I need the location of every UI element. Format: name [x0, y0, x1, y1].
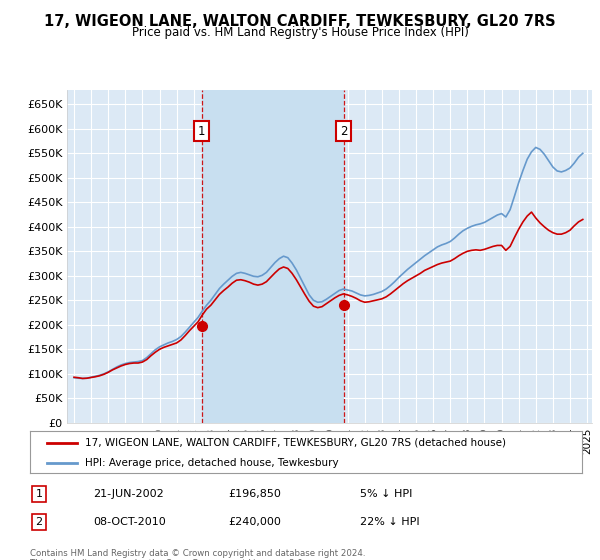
Text: 1: 1 — [198, 125, 206, 138]
Text: 2: 2 — [35, 517, 43, 527]
Text: Price paid vs. HM Land Registry's House Price Index (HPI): Price paid vs. HM Land Registry's House … — [131, 26, 469, 39]
Text: £196,850: £196,850 — [228, 489, 281, 499]
Bar — [202, 90, 344, 423]
Text: Contains HM Land Registry data © Crown copyright and database right 2024.
This d: Contains HM Land Registry data © Crown c… — [30, 549, 365, 560]
Text: HPI: Average price, detached house, Tewkesbury: HPI: Average price, detached house, Tewk… — [85, 458, 339, 468]
Text: £240,000: £240,000 — [228, 517, 281, 527]
Text: 22% ↓ HPI: 22% ↓ HPI — [360, 517, 419, 527]
Text: 17, WIGEON LANE, WALTON CARDIFF, TEWKESBURY, GL20 7RS (detached house): 17, WIGEON LANE, WALTON CARDIFF, TEWKESB… — [85, 437, 506, 447]
Text: 5% ↓ HPI: 5% ↓ HPI — [360, 489, 412, 499]
Text: 17, WIGEON LANE, WALTON CARDIFF, TEWKESBURY, GL20 7RS: 17, WIGEON LANE, WALTON CARDIFF, TEWKESB… — [44, 14, 556, 29]
Text: 1: 1 — [35, 489, 43, 499]
Text: 21-JUN-2002: 21-JUN-2002 — [93, 489, 164, 499]
Text: 08-OCT-2010: 08-OCT-2010 — [93, 517, 166, 527]
Text: 2: 2 — [340, 125, 347, 138]
